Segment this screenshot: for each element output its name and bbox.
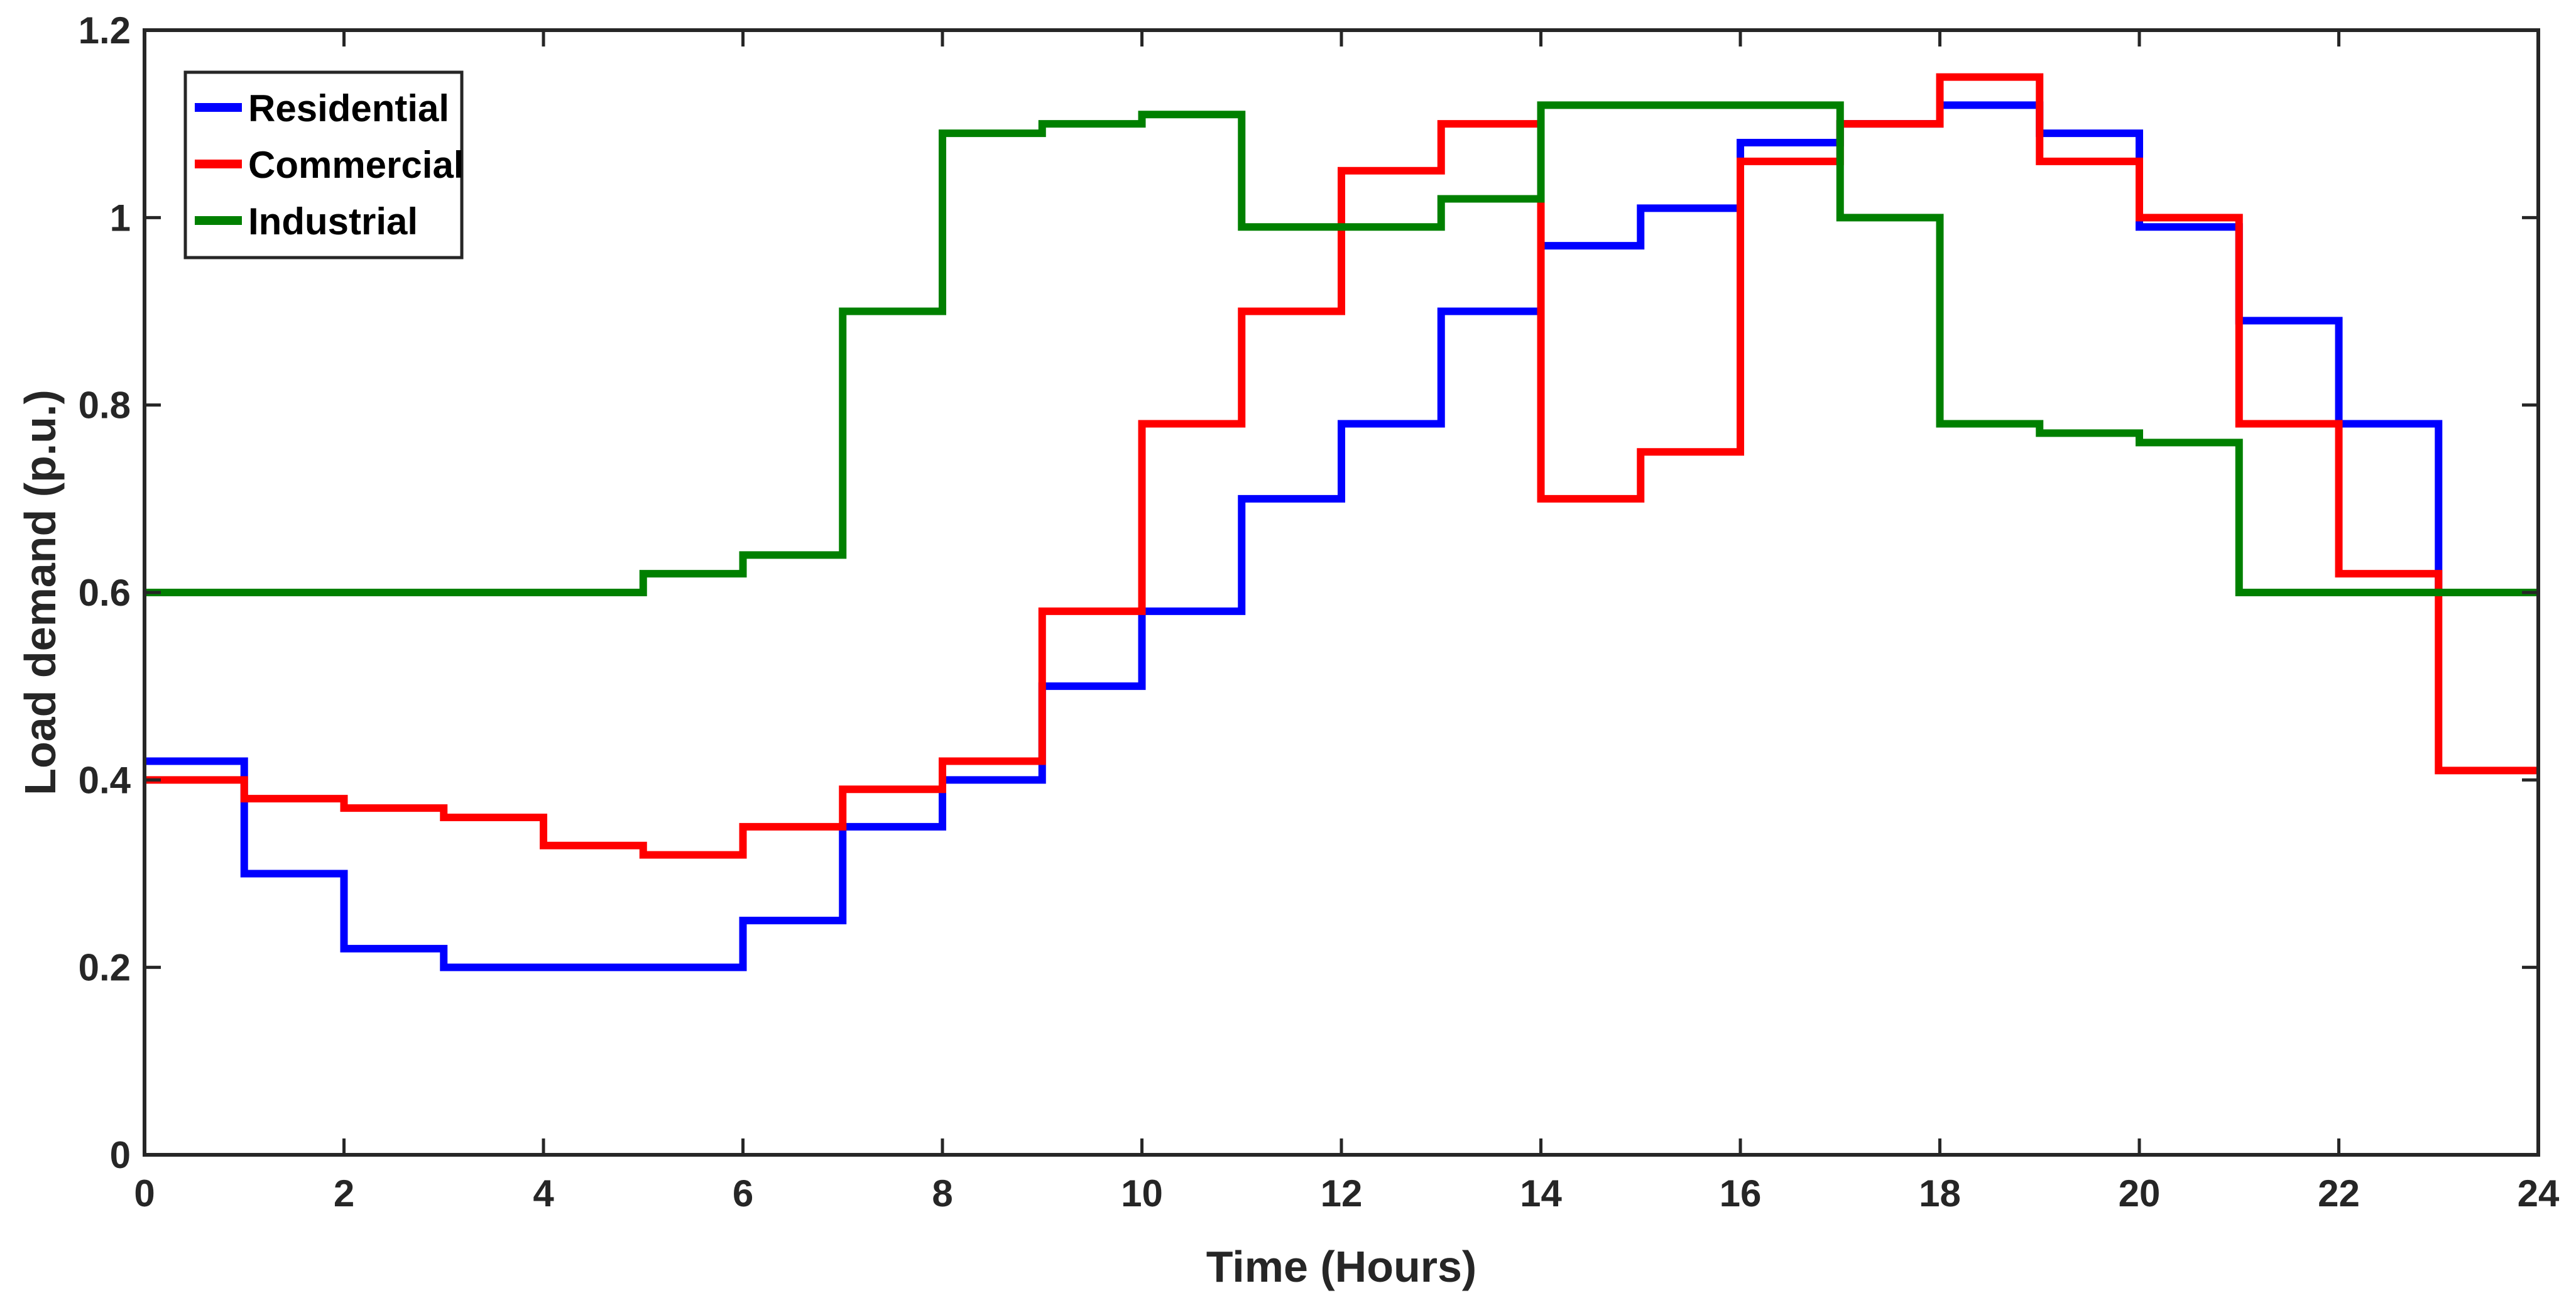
y-tick-label: 0.2 <box>79 947 131 989</box>
series-layer <box>145 73 2538 971</box>
legend-label-residential: Residential <box>248 87 449 129</box>
series-line-industrial <box>145 101 2538 596</box>
y-axis-title: Load demand (p.u.) <box>16 390 65 795</box>
x-tick-label: 10 <box>1121 1172 1163 1214</box>
legend-label-industrial: Industrial <box>248 200 418 243</box>
x-tick-label: 2 <box>334 1172 354 1214</box>
legend: Residential Commercial Industrial <box>183 70 464 259</box>
x-tick-label: 20 <box>2119 1172 2161 1214</box>
x-tick-label: 12 <box>1321 1172 1363 1214</box>
y-tick-label: 0 <box>110 1134 131 1176</box>
x-tick-label: 22 <box>2318 1172 2360 1214</box>
x-tick-label: 6 <box>733 1172 753 1214</box>
x-tick-label: 8 <box>932 1172 952 1214</box>
x-tick-label: 24 <box>2518 1172 2560 1214</box>
series-line-commercial <box>145 73 2538 859</box>
x-axis-title: Time (Hours) <box>1206 1242 1476 1291</box>
x-tick-label: 16 <box>1720 1172 1762 1214</box>
y-tick-label: 0.6 <box>79 572 131 614</box>
y-tick-label: 0.4 <box>79 759 131 801</box>
x-tick-label: 18 <box>1919 1172 1961 1214</box>
x-tick-label: 14 <box>1520 1172 1562 1214</box>
y-tick-label: 1.2 <box>79 9 131 52</box>
x-tick-label: 0 <box>134 1172 155 1214</box>
x-tick-label: 4 <box>533 1172 554 1214</box>
y-tick-label: 1 <box>110 197 131 239</box>
legend-label-commercial: Commercial <box>248 144 464 186</box>
y-tick-label: 0.8 <box>79 385 131 427</box>
